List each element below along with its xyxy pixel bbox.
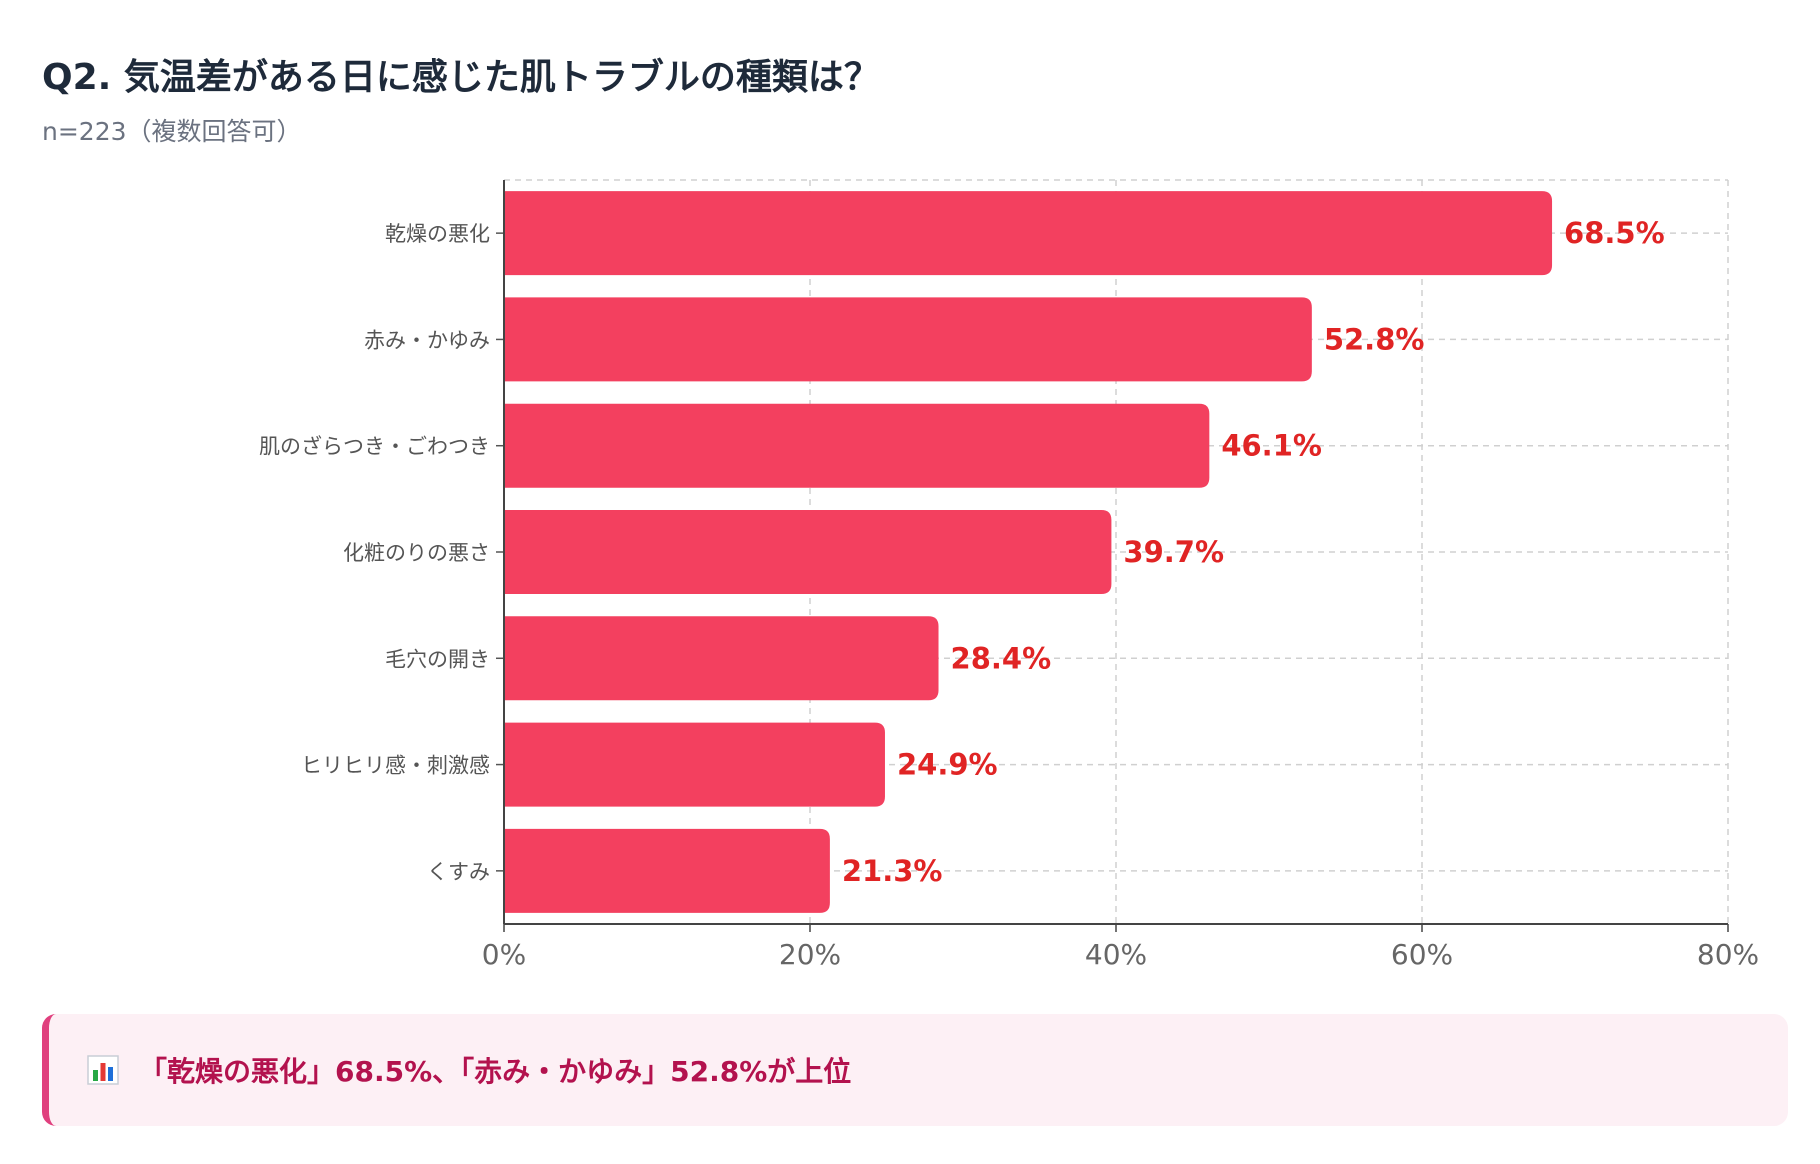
summary-text: 「乾燥の悪化」68.5%、「赤み・かゆみ」52.8%が上位 bbox=[139, 1055, 852, 1088]
category-label: 化粧のりの悪さ bbox=[343, 541, 490, 565]
data-label: 21.3% bbox=[842, 854, 943, 888]
category-label: ヒリヒリ感・刺激感 bbox=[301, 754, 490, 778]
bar-chart-icon bbox=[87, 1055, 119, 1085]
x-tick-label: 60% bbox=[1391, 938, 1453, 971]
category-label: 赤み・かゆみ bbox=[364, 328, 490, 352]
x-tick-label: 20% bbox=[779, 938, 841, 971]
bar bbox=[504, 403, 1210, 488]
bar bbox=[504, 510, 1112, 594]
category-label: くすみ bbox=[427, 860, 490, 884]
x-tick-label: 80% bbox=[1697, 938, 1759, 971]
data-label: 28.4% bbox=[951, 641, 1052, 675]
bar bbox=[504, 722, 885, 807]
x-tick-label: 40% bbox=[1085, 938, 1147, 971]
data-label: 46.1% bbox=[1221, 429, 1322, 463]
bar bbox=[504, 191, 1553, 276]
summary-callout: 「乾燥の悪化」68.5%、「赤み・かゆみ」52.8%が上位 bbox=[42, 1014, 1788, 1126]
data-label: 68.5% bbox=[1564, 216, 1665, 250]
category-label: 肌のざらつき・ごわつき bbox=[259, 435, 490, 459]
data-label: 39.7% bbox=[1123, 535, 1224, 569]
chart-title: Q2. 気温差がある日に感じた肌トラブルの種類は？ bbox=[42, 57, 880, 98]
x-tick-label: 0% bbox=[482, 938, 526, 971]
bar bbox=[504, 828, 830, 913]
bar-chart: 68.5% 乾燥の悪化 52.8% 赤み・かゆみ 46.1% 肌のざらつき・ごわつき 39.… bbox=[259, 179, 1759, 971]
data-label: 24.9% bbox=[897, 748, 998, 782]
chart-subtitle: n=223（複数回答可） bbox=[42, 117, 302, 146]
bar bbox=[504, 297, 1312, 382]
data-label: 52.8% bbox=[1324, 322, 1425, 356]
bar bbox=[504, 616, 939, 701]
category-label: 乾燥の悪化 bbox=[385, 222, 490, 246]
category-label: 毛穴の開き bbox=[385, 647, 490, 671]
